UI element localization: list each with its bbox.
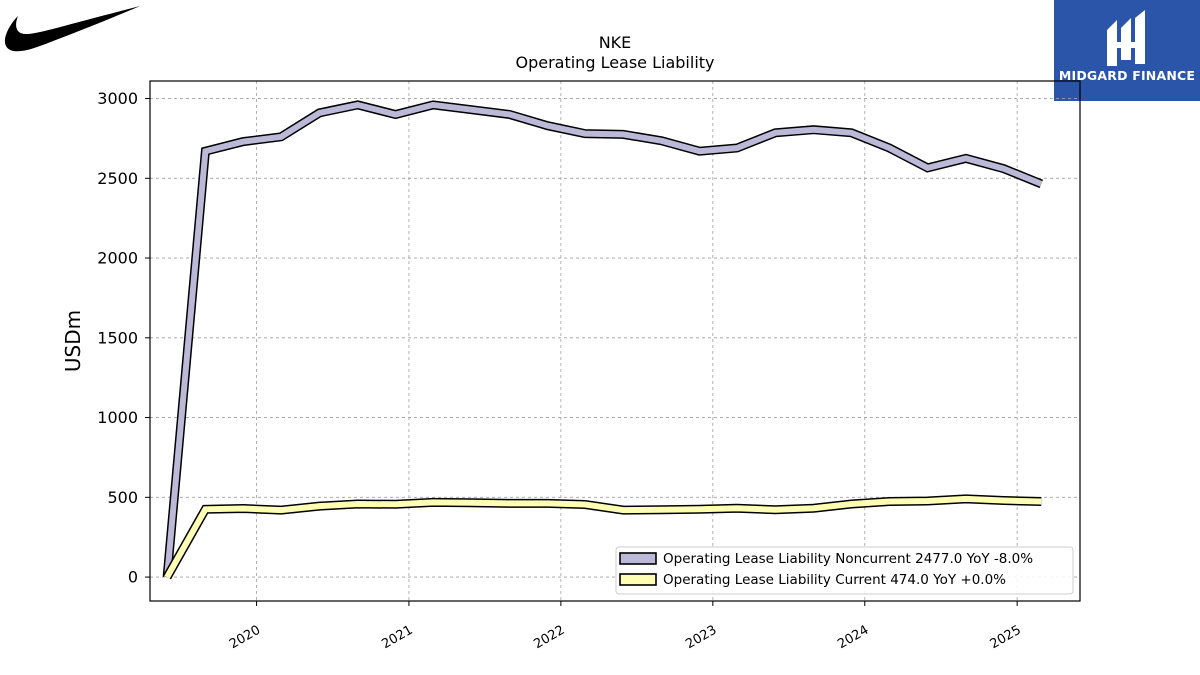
series-1-line: [164, 101, 1043, 578]
midgard-finance-logo: MIDGARD FINANCE: [1054, 0, 1200, 101]
legend-swatch-2: [619, 573, 657, 586]
series-2-line: [164, 495, 1042, 579]
x-tick-label: 2022: [531, 623, 567, 653]
legend-swatch-1: [619, 552, 657, 565]
chart-title: NKE: [599, 33, 632, 52]
grid-lines: [150, 81, 1080, 601]
y-tick-label: 500: [107, 488, 138, 507]
nike-swoosh-icon: [4, 6, 141, 52]
y-tick-label: 1000: [97, 408, 138, 427]
series-lines: [162, 100, 1043, 580]
midgard-finance-wordmark: MIDGARD FINANCE: [1058, 68, 1196, 83]
y-tick-label: 0: [128, 568, 138, 587]
midgard-logo-mark-icon: [1107, 10, 1145, 66]
x-tick-label: 2020: [227, 623, 263, 653]
legend-label-1: Operating Lease Liability Noncurrent 247…: [663, 551, 1033, 567]
x-tick-label: 2021: [379, 623, 415, 653]
legend-box: [615, 546, 1074, 595]
y-tick-label: 1500: [97, 328, 138, 347]
y-axis-label: USDm: [61, 310, 85, 372]
x-tick-label: 2024: [835, 623, 871, 653]
legend: Operating Lease Liability Noncurrent 247…: [615, 546, 1074, 595]
x-tick-label: 2025: [988, 623, 1024, 653]
chart-subtitle: Operating Lease Liability: [515, 53, 714, 72]
y-tick-label: 2500: [97, 169, 138, 188]
y-tick-label: 3000: [97, 89, 138, 108]
x-tick-label: 2023: [683, 623, 719, 653]
y-tick-label: 2000: [97, 249, 138, 268]
plot-frame: [149, 80, 1081, 602]
legend-label-2: Operating Lease Liability Current 474.0 …: [663, 572, 1006, 588]
